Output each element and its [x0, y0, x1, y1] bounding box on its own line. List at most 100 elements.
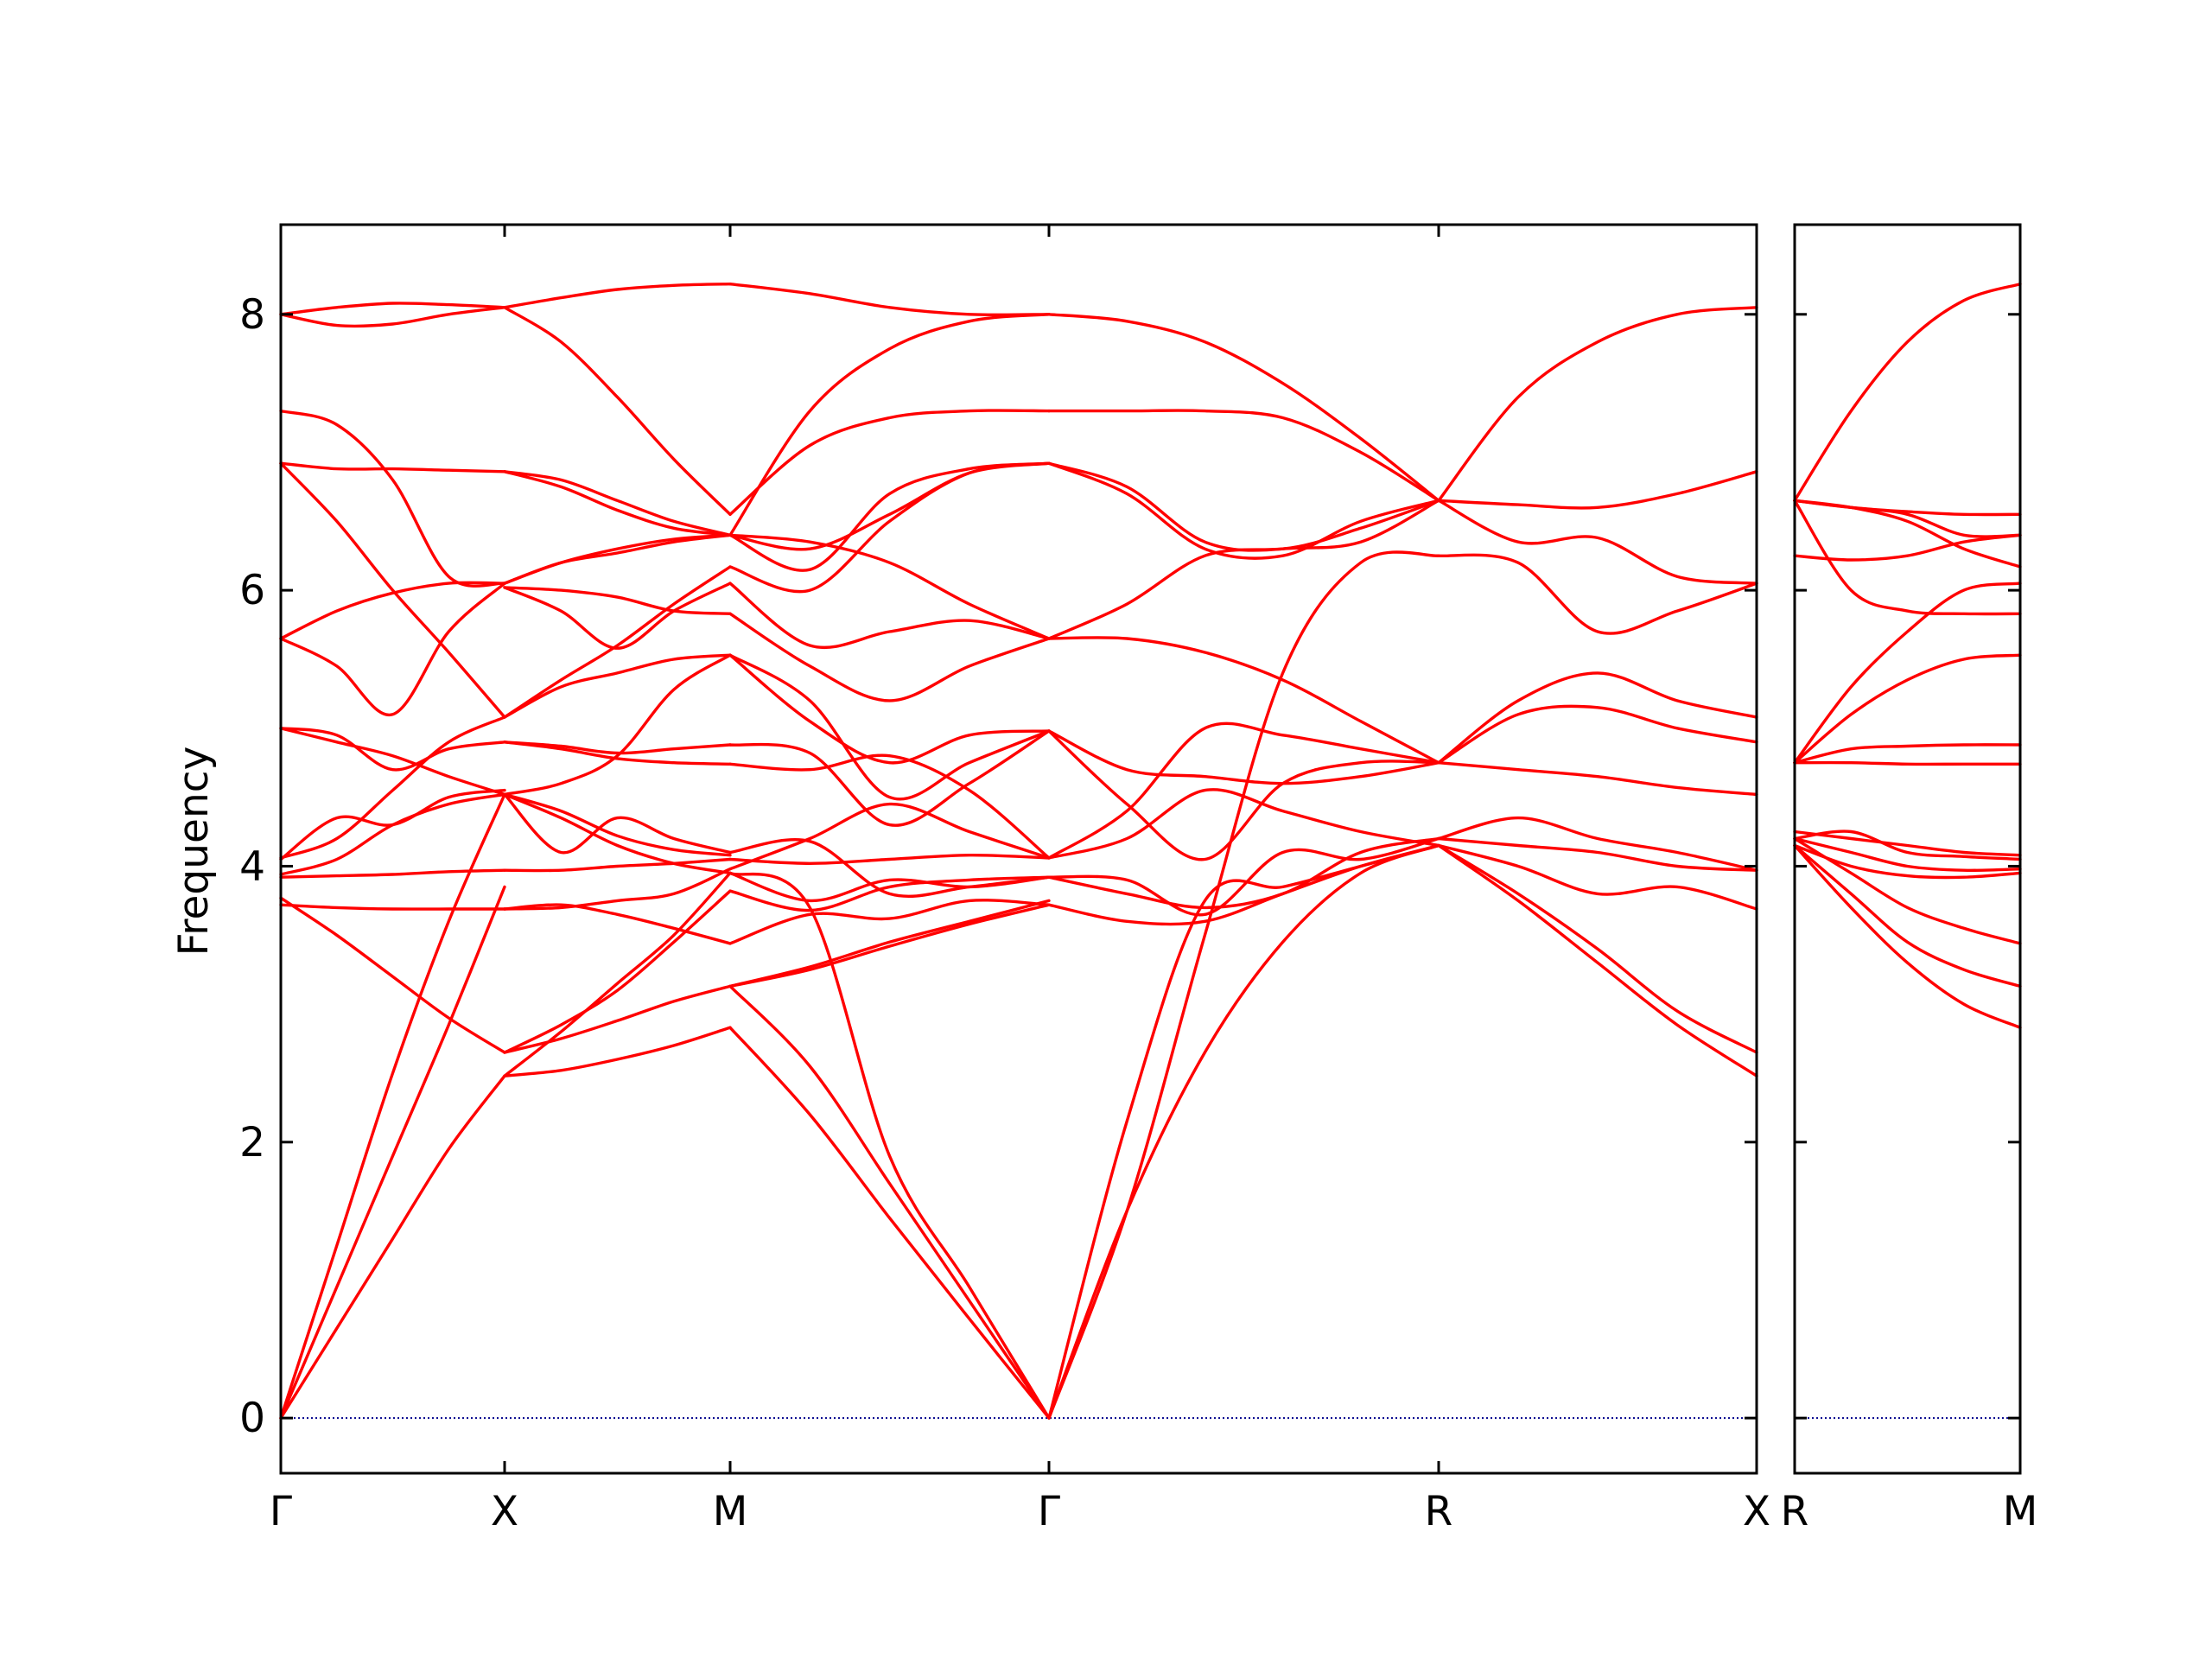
plot-frame: [279, 223, 1758, 1475]
band-line-2-23: [728, 283, 1051, 317]
band-line-0-8: [279, 715, 506, 860]
x-tick-label: X: [1743, 1488, 1770, 1535]
band-line-1-20: [503, 470, 732, 537]
y-tick-label: 8: [239, 291, 265, 339]
x-tick-label: X: [491, 1488, 518, 1535]
band-line-1-19: [503, 470, 732, 537]
band-line-0-11: [279, 582, 506, 717]
band-line-2-9: [728, 853, 1051, 865]
band-line-2-1: [728, 984, 1051, 1420]
band-line-3-0: [1047, 843, 1440, 1420]
band-line-2-21: [728, 409, 1051, 516]
band-line-1-1: [503, 984, 732, 1054]
band-line-2-12: [728, 729, 1051, 827]
band-line-3-15: [1047, 550, 1440, 1420]
band-line-0-15: [1793, 499, 2022, 517]
band-line-1-22: [503, 283, 732, 309]
band-line-3-7: [1047, 729, 1440, 785]
band-line-2-14: [728, 653, 1051, 765]
band-line-2-6: [728, 875, 1051, 912]
band-line-2-4: [728, 899, 1051, 988]
band-line-3-5: [1047, 788, 1440, 860]
band-line-4-4: [1437, 836, 1758, 872]
band-line-0-12: [1793, 499, 2022, 616]
band-line-0-4: [279, 896, 506, 1054]
band-line-1-8: [503, 792, 732, 875]
band-line-0-10: [279, 727, 506, 797]
band-line-4-8: [1437, 553, 1758, 635]
band-line-4-7: [1437, 671, 1758, 765]
band-line-3-1: [1047, 843, 1440, 1420]
band-line-0-5: [1793, 830, 2022, 861]
band-line-0-7: [1793, 760, 2022, 766]
x-tick-label: M: [2003, 1488, 2038, 1535]
band-line-0-2: [279, 792, 506, 1420]
band-line-0-17: [279, 302, 506, 316]
band-line-4-6: [1437, 704, 1758, 765]
band-line-3-12: [1047, 461, 1440, 552]
band-line-0-4: [1793, 836, 2022, 873]
band-line-0-11: [1793, 533, 2022, 562]
band-line-2-22: [728, 313, 1051, 537]
band-line-1-21: [503, 306, 732, 516]
band-line-0-12: [279, 581, 506, 640]
band-line-1-3: [503, 871, 732, 1077]
band-line-0-7: [279, 788, 506, 861]
x-tick-label: M: [713, 1488, 748, 1535]
x-tick-label: Γ: [1038, 1488, 1060, 1535]
band-line-2-15: [728, 612, 1051, 702]
band-line-0-16: [279, 306, 506, 328]
band-line-2-10: [728, 802, 1051, 871]
y-tick-label: 0: [239, 1395, 265, 1442]
band-line-2-19: [728, 461, 1051, 572]
band-line-0-8: [1793, 743, 2022, 765]
band-line-3-14: [1047, 313, 1440, 502]
band-line-0-5: [279, 868, 506, 879]
band-line-3-3: [1047, 836, 1440, 910]
band-line-3-2: [1047, 843, 1440, 926]
band-line-1-4: [503, 868, 732, 911]
band-line-1-17: [503, 533, 732, 585]
plot-frame: [1793, 223, 2022, 1475]
band-line-1-10: [503, 741, 732, 766]
band-line-0-3: [279, 903, 506, 911]
band-line-0-15: [279, 409, 506, 588]
band-line-4-0: [1437, 843, 1758, 1077]
band-line-2-17: [728, 461, 1051, 594]
band-line-3-13: [1047, 409, 1440, 502]
band-line-4-5: [1437, 761, 1758, 797]
x-tick-label: R: [1425, 1488, 1453, 1535]
band-line-1-14: [503, 565, 732, 719]
band-line-0-1: [279, 885, 506, 1420]
y-axis-label: Frequency: [170, 747, 218, 957]
band-line-1-15: [503, 586, 732, 615]
band-line-2-11: [728, 753, 1051, 860]
band-line-4-11: [1437, 306, 1758, 502]
band-line-1-6: [503, 857, 732, 873]
band-line-1-2: [503, 889, 732, 1054]
band-line-4-2: [1437, 843, 1758, 911]
left-panel: 0 2 4 6 8 Γ X M Γ R X: [239, 223, 1770, 1535]
band-lines: [1793, 283, 2022, 1029]
band-line-2-5: [728, 899, 1051, 945]
band-line-0-13: [279, 461, 506, 719]
band-line-0-16: [1793, 283, 2022, 502]
y-tick-label: 2: [239, 1119, 265, 1166]
x-tick-label: R: [1781, 1488, 1809, 1535]
band-line-3-6: [1047, 721, 1440, 860]
band-line-1-0: [503, 1026, 732, 1077]
band-line-0-0: [279, 1074, 506, 1420]
band-line-0-6: [279, 792, 506, 876]
band-line-3-9: [1047, 636, 1440, 765]
band-line-4-10: [1437, 470, 1758, 510]
band-line-2-0: [728, 1026, 1051, 1420]
band-line-2-18: [728, 461, 1051, 551]
band-line-4-1: [1437, 843, 1758, 1054]
band-line-1-13: [503, 653, 732, 719]
band-line-4-9: [1437, 499, 1758, 585]
band-line-1-11: [503, 741, 732, 755]
band-line-1-12: [503, 653, 732, 797]
band-line-0-3: [1793, 843, 2022, 880]
